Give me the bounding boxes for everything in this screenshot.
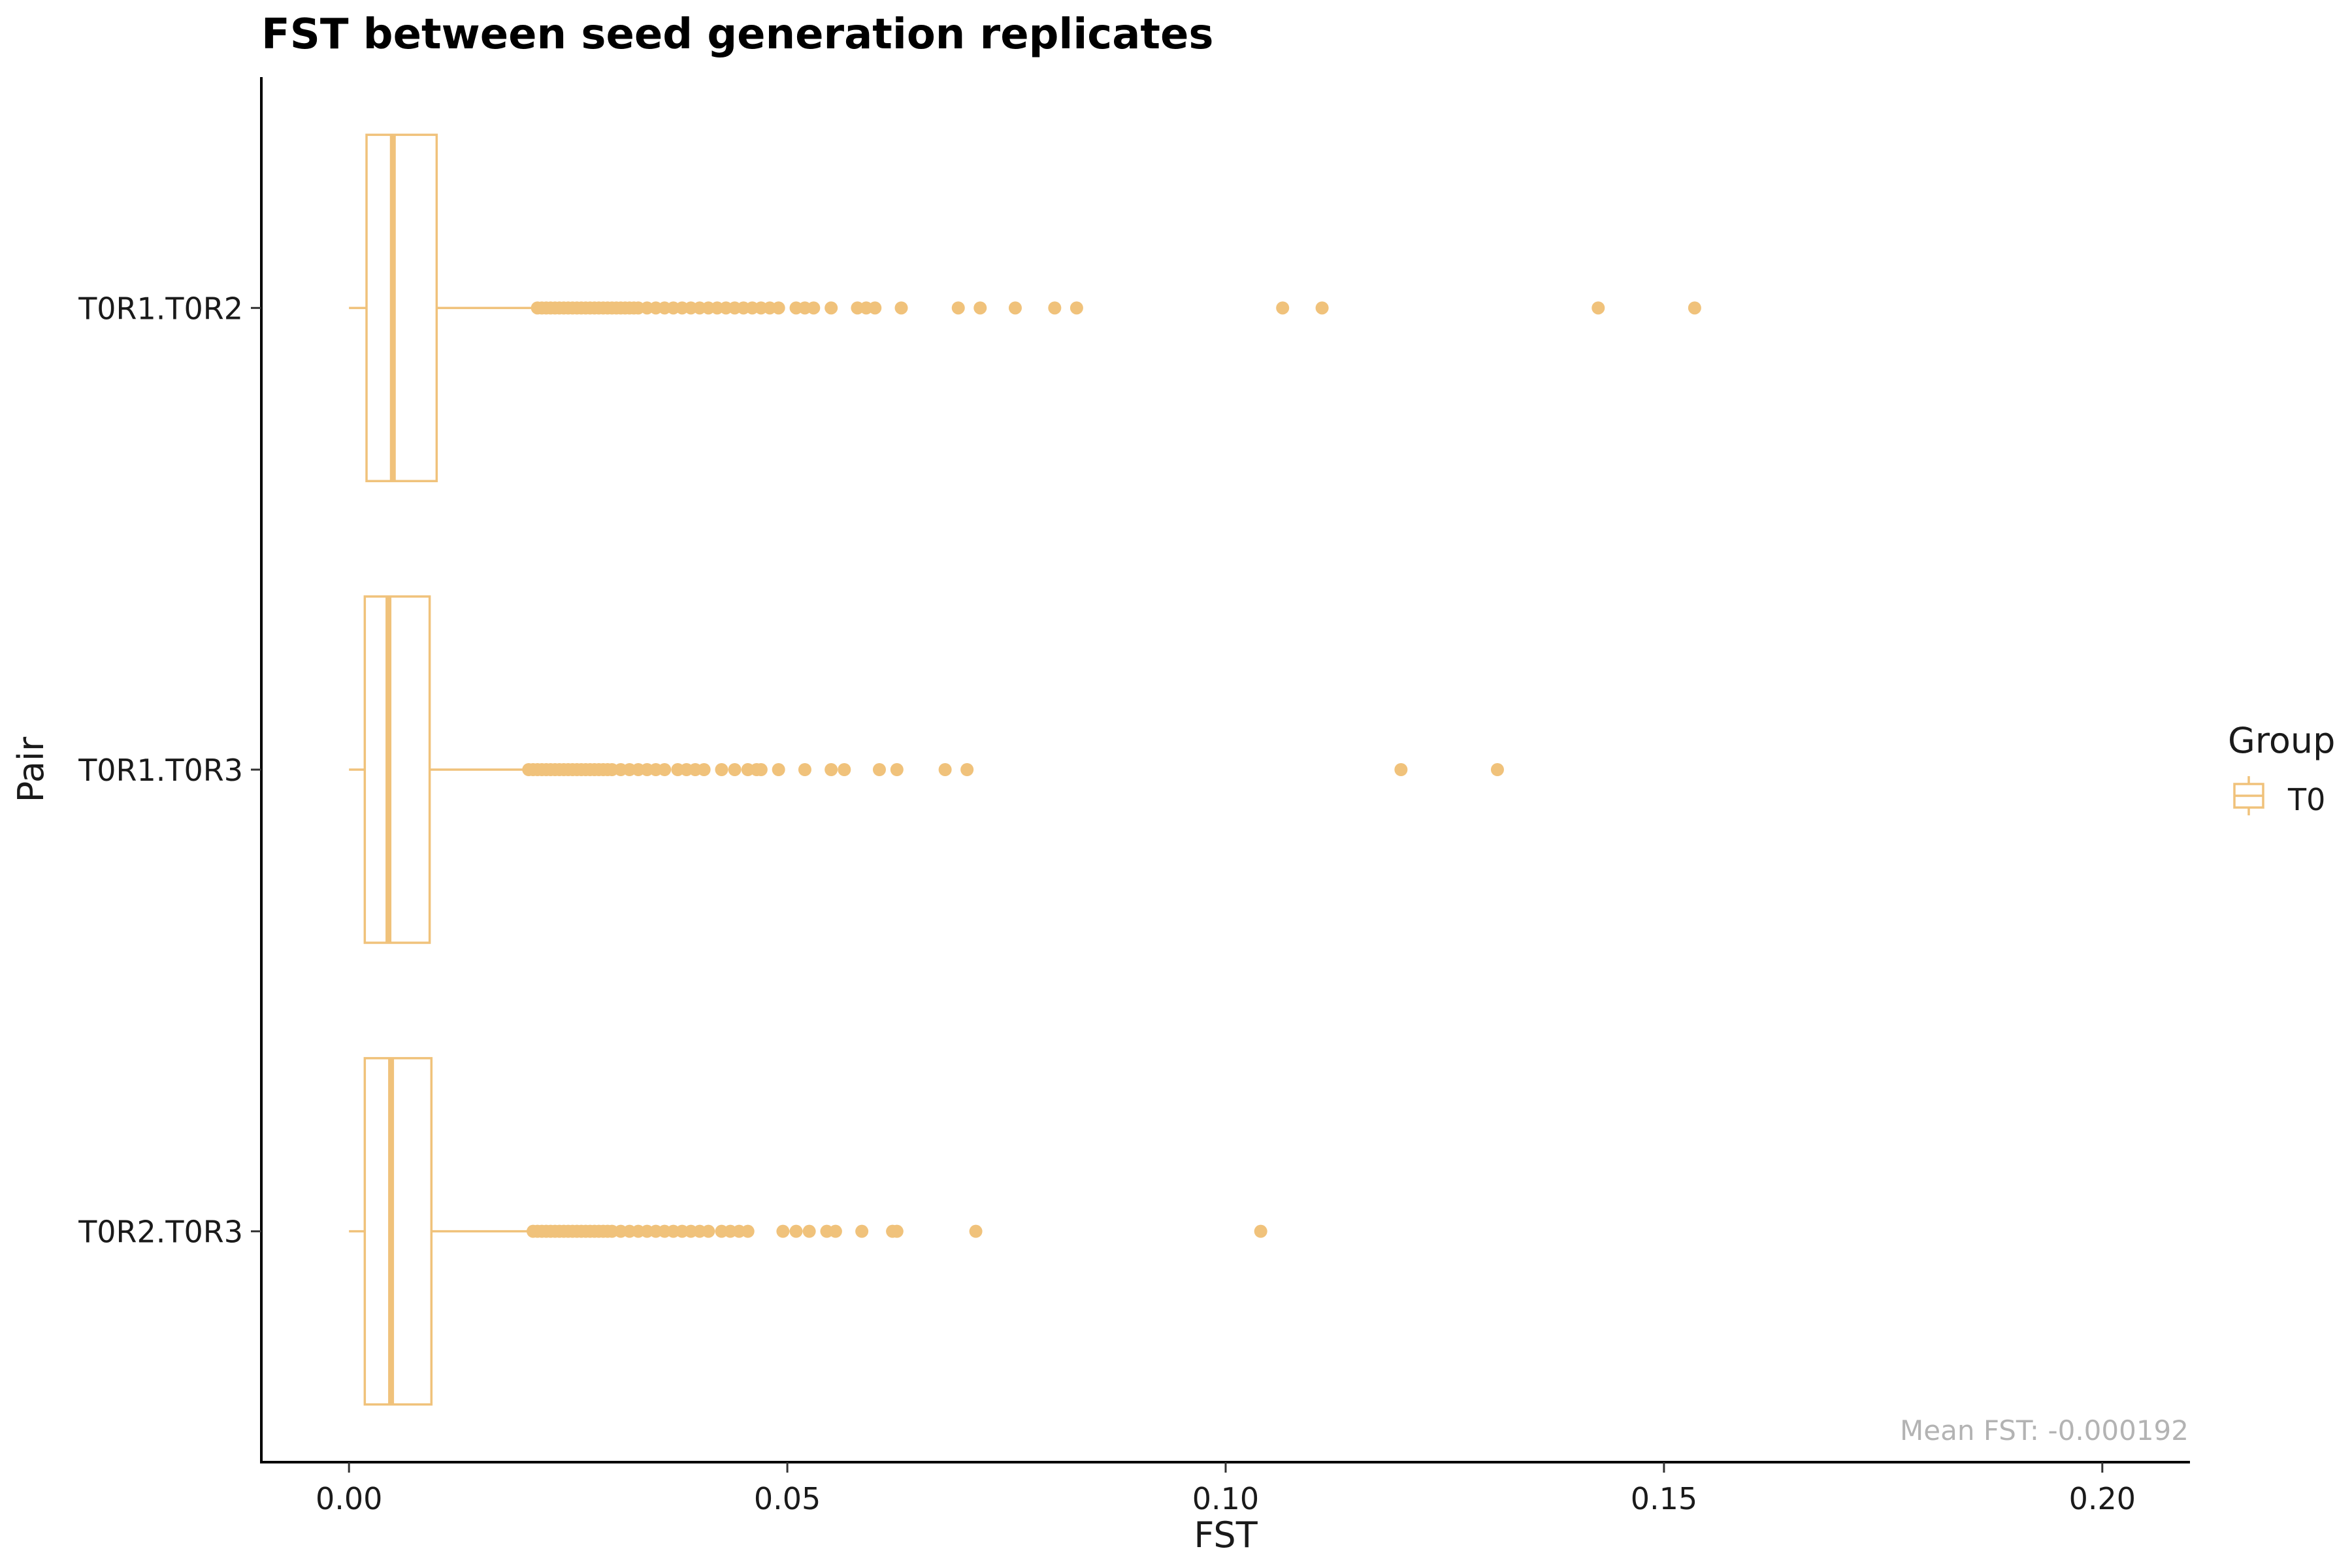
outlier-point [855, 1224, 869, 1238]
outlier-point [1276, 301, 1290, 315]
legend-item-label: T0 [2287, 782, 2325, 817]
outlier-point [951, 301, 965, 315]
outlier-point [828, 1224, 842, 1238]
outlier-point [1394, 763, 1408, 776]
x-axis-label: FST [1194, 1514, 1258, 1556]
outlier-point [825, 301, 838, 315]
x-tick-label: 0.20 [2069, 1481, 2136, 1516]
y-tick-label: T0R1.T0R3 [78, 753, 243, 788]
y-axis-label: Pair [10, 736, 52, 802]
outlier-point [754, 763, 768, 776]
legend-key-boxplot-icon [2233, 776, 2264, 815]
outlier-point [825, 763, 838, 776]
box-iqr [363, 1056, 433, 1406]
outlier-point [1490, 763, 1504, 776]
outlier-point [969, 1224, 983, 1238]
outlier-point [890, 763, 904, 776]
outlier-point [872, 763, 886, 776]
box-group-t0r1-t0r2 [349, 133, 1701, 483]
plot-area [349, 133, 1701, 1406]
outlier-point [658, 763, 672, 776]
outlier-point [960, 763, 974, 776]
outlier-point [807, 301, 821, 315]
legend: Group T0 [2228, 720, 2335, 817]
x-tick-label: 0.00 [316, 1481, 382, 1516]
outlier-point [697, 763, 711, 776]
x-tick-label: 0.10 [1192, 1481, 1259, 1516]
outlier-point [938, 763, 952, 776]
x-tick-label: 0.05 [754, 1481, 821, 1516]
outlier-point [741, 1224, 755, 1238]
outlier-point [715, 763, 728, 776]
box-group-t0r1-t0r3 [349, 595, 1504, 944]
outlier-point [789, 1224, 803, 1238]
outlier-point [868, 301, 882, 315]
mean-fst-annotation: Mean FST: -0.000192 [1900, 1414, 2189, 1446]
box-iqr [363, 595, 431, 944]
outlier-point [838, 763, 851, 776]
outlier-point [973, 301, 987, 315]
outlier-point [1008, 301, 1022, 315]
outlier-point [894, 301, 908, 315]
legend-title: Group [2228, 720, 2335, 761]
box-iqr [365, 133, 438, 483]
outlier-point [1592, 301, 1605, 315]
y-tick-label: T0R2.T0R3 [78, 1215, 243, 1250]
outlier-point [772, 763, 785, 776]
y-axis-ticks: T0R1.T0R2 T0R1.T0R3 T0R2.T0R3 [78, 291, 261, 1250]
outlier-point [802, 1224, 816, 1238]
box-group-t0r2-t0r3 [349, 1056, 1267, 1406]
y-tick-label: T0R1.T0R2 [78, 291, 243, 326]
outlier-point [776, 1224, 790, 1238]
outlier-point [1070, 301, 1083, 315]
outlier-point [1048, 301, 1062, 315]
outlier-point [1688, 301, 1701, 315]
outlier-point [728, 763, 742, 776]
x-axis-ticks: 0.00 0.05 0.10 0.15 0.20 [316, 1462, 2136, 1516]
x-tick-label: 0.15 [1631, 1481, 1697, 1516]
outlier-point [772, 301, 785, 315]
outlier-point [890, 1224, 904, 1238]
outlier-point [798, 763, 811, 776]
outlier-point [702, 1224, 715, 1238]
chart-title: FST between seed generation replicates [261, 10, 1214, 59]
outlier-point [1254, 1224, 1267, 1238]
outlier-point [1315, 301, 1329, 315]
